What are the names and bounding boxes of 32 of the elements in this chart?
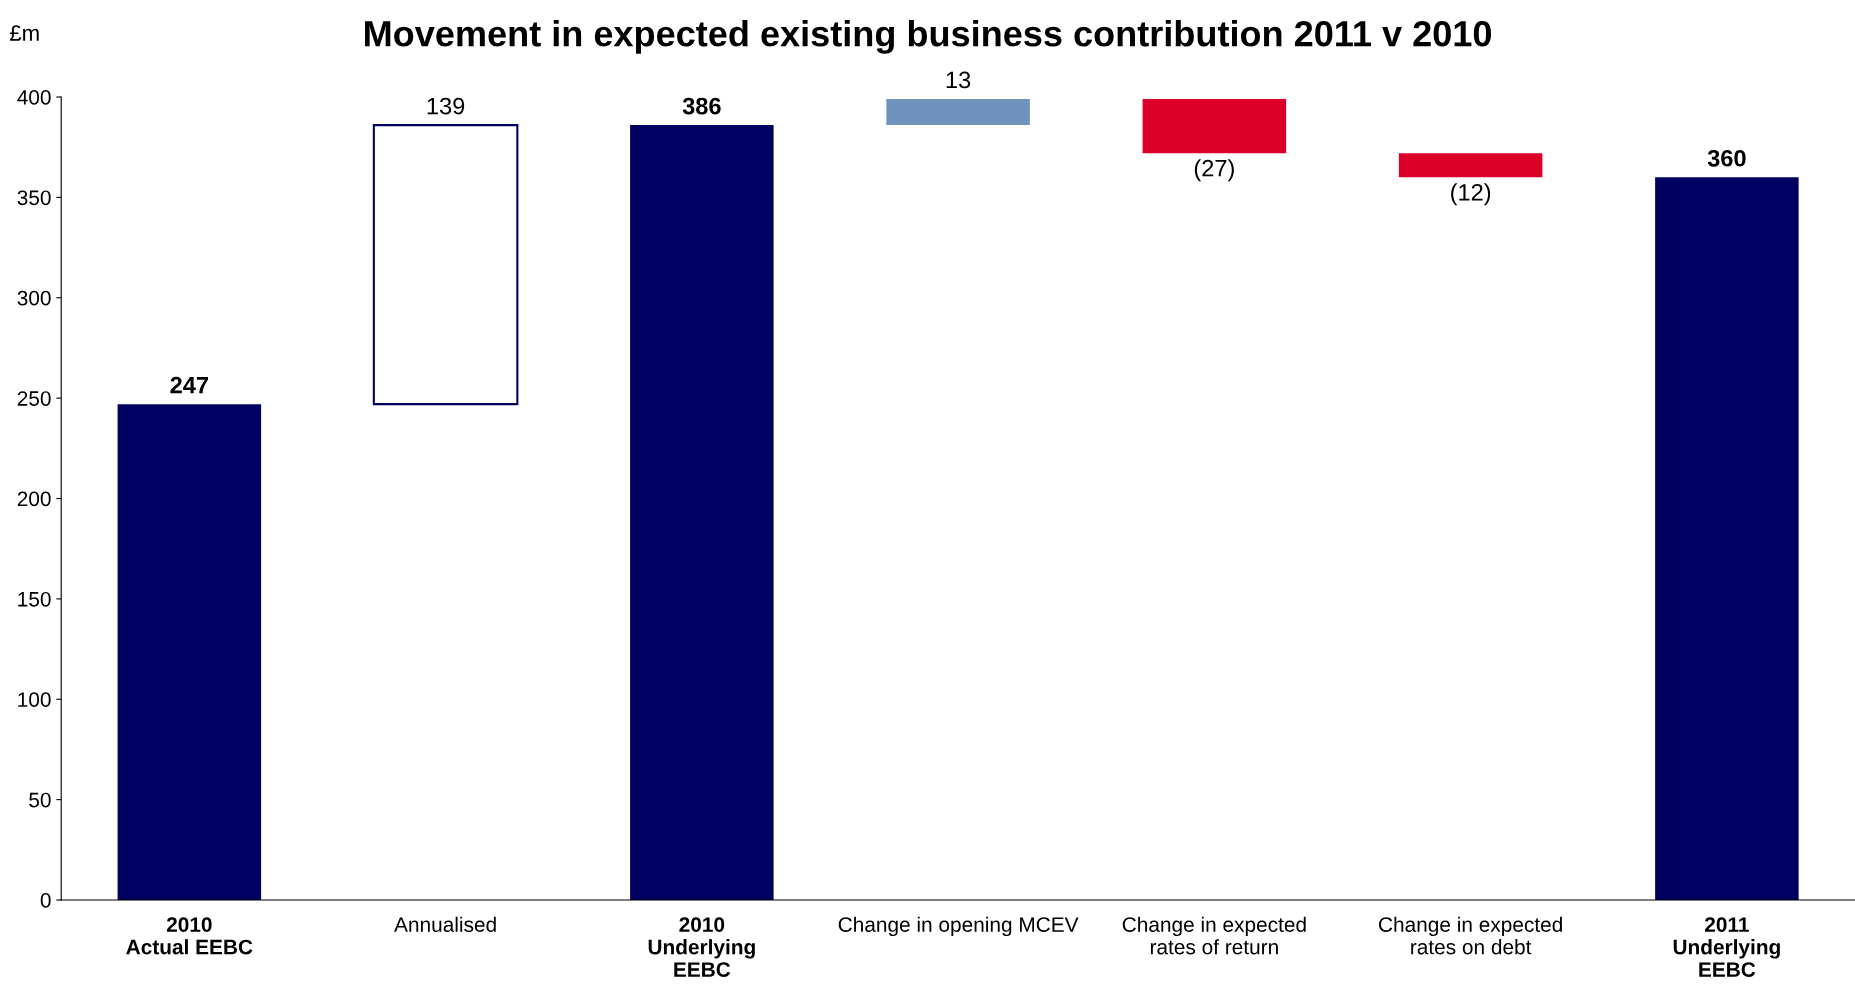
x-tick-label: 2010 Underlying EEBC: [648, 917, 755, 977]
bar: [630, 125, 774, 900]
data-label: 360: [1707, 149, 1746, 167]
y-tick-label: 50: [29, 792, 51, 808]
y-axis-title: £m: [9, 25, 39, 41]
x-tick-label: Annualised: [394, 916, 496, 932]
data-label: 386: [682, 97, 721, 115]
data-label: 13: [946, 71, 971, 89]
y-tick-label: 350: [17, 190, 51, 206]
chart-title: Movement in expected existing business contribution 2011 v 2010: [365, 20, 1491, 54]
data-label: (27): [1194, 159, 1234, 182]
data-label: 247: [170, 376, 208, 394]
data-label: 139: [427, 97, 465, 115]
x-tick-label: 2011 Underlying EEBC: [1673, 917, 1780, 977]
bar: [1655, 177, 1799, 900]
bar: [372, 124, 519, 406]
data-label: (12): [1451, 183, 1491, 206]
x-tick-label: Change in expected rates of return: [1122, 916, 1306, 955]
y-tick-label: 150: [18, 591, 51, 607]
y-tick-label: 400: [17, 90, 51, 105]
bar: [886, 99, 1030, 126]
y-tick-label: 300: [17, 290, 51, 306]
y-tick-label: 200: [17, 491, 51, 507]
y-tick-label: 0: [40, 893, 51, 908]
y-tick-label: 250: [17, 391, 51, 406]
bar: [1398, 153, 1543, 178]
x-tick-label: Change in opening MCEV: [838, 916, 1079, 937]
x-tick-label: 2010 Actual EEBC: [126, 917, 253, 955]
x-tick-label: Change in expected rates on debt: [1379, 916, 1562, 955]
bar: [117, 404, 262, 900]
bar: [1142, 99, 1287, 154]
y-tick-label: 100: [18, 692, 51, 707]
